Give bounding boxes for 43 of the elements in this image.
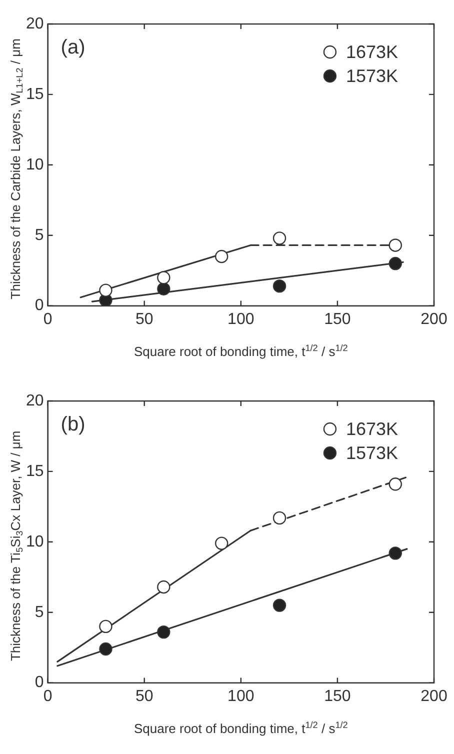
y-tick-label: 0 [34,674,44,692]
y-tick-label: 5 [34,604,44,621]
y-tick-label: 20 [26,15,44,32]
x-tick-label: 200 [420,310,448,328]
point [157,282,170,296]
legend-label: 1573K [346,66,398,86]
x-tick-label: 100 [228,310,254,328]
x-tick-label: 50 [135,310,154,328]
point [214,250,228,264]
point [214,536,228,550]
y-tick-label: 15 [26,462,44,480]
x-tick-label: 200 [420,688,448,705]
point [272,598,286,612]
y-axis-title: Thickness of the Carbide Layers, WL1+L2 / μm [8,38,25,300]
point [157,625,170,639]
y-axis-title: Thickness of the Ti5Si3Cx Layer, W / μm [8,430,25,662]
point [272,511,286,525]
point [272,232,286,245]
point [388,546,402,560]
point [388,478,402,491]
x-tick-label: 150 [324,688,351,705]
annotation: (b) [60,414,86,436]
legend-label: 1573K [346,442,398,463]
y-tick-label: 10 [26,533,44,550]
y-tick-label: 15 [26,86,44,103]
x-tick-label: 150 [324,310,351,328]
point [272,279,286,293]
x-tick-label: 100 [228,688,254,705]
legend-label: 1673K [346,418,398,439]
legend-label: 1673K [346,42,398,62]
y-tick-label: 20 [26,392,44,410]
y-tick-label: 5 [34,226,44,244]
y-tick-label: 10 [26,156,44,174]
annotation: (a) [60,36,86,59]
point [99,642,112,656]
point [99,620,112,634]
point [388,256,402,270]
point [99,284,112,297]
y-tick-label: 0 [34,297,44,314]
point [157,271,170,284]
point [157,580,170,594]
point [388,238,402,252]
x-tick-label: 50 [135,688,154,705]
